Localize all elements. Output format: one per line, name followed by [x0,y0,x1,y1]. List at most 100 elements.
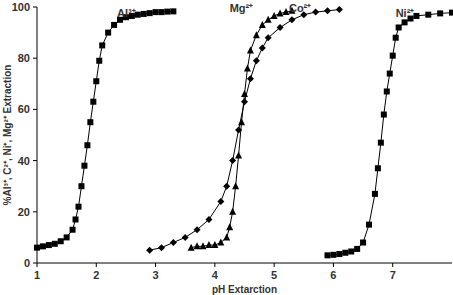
marker [324,7,331,14]
marker [99,42,105,48]
x-tick-label: 7 [390,269,396,281]
marker [288,16,295,23]
chart: 0204060801001234567pH Extarction%Al³⁺, C… [0,0,453,295]
x-tick [96,263,97,267]
marker [217,198,224,205]
marker [390,53,396,59]
marker [259,44,266,51]
marker [217,239,224,246]
marker [78,183,84,189]
marker [96,58,102,64]
marker [229,157,236,164]
marker [229,208,236,215]
y-tick-label: 40 [18,155,30,167]
x-tick-label: 3 [153,269,159,281]
marker [312,9,319,16]
marker [271,12,278,19]
series-line [328,13,453,256]
x-tick [37,263,38,267]
marker [348,248,354,254]
x-tick-label: 4 [212,269,219,281]
marker [70,227,76,233]
marker [247,47,254,54]
marker [277,24,284,31]
marker [84,142,90,148]
marker [141,11,147,17]
marker [265,16,272,23]
marker [402,19,408,25]
x-tick-label: 5 [271,269,277,281]
y-tick [33,7,37,8]
series-label: Ni²⁺ [396,7,415,19]
marker [325,252,331,258]
marker [76,204,82,210]
marker [223,233,230,240]
marker [223,183,230,190]
marker [387,71,393,77]
marker [153,9,159,15]
marker [253,31,260,38]
marker [393,35,399,41]
marker [211,241,218,248]
x-tick-label: 1 [34,269,40,281]
marker [159,9,165,15]
marker [384,88,390,94]
marker [336,251,342,257]
marker [34,245,40,251]
marker [425,12,431,18]
marker [40,243,46,249]
marker [170,8,176,14]
y-tick [33,58,37,59]
marker [182,234,189,241]
marker [360,240,366,246]
marker [90,99,96,105]
marker [235,126,242,133]
marker [205,216,212,223]
marker [64,234,70,240]
marker [87,119,93,125]
series-label: Mg²⁺ [230,2,254,14]
series-label: Co²⁺ [289,2,311,14]
marker [253,57,260,64]
marker [244,64,251,71]
marker [381,112,387,118]
marker [194,242,201,249]
marker [52,241,58,247]
x-tick-label: 6 [330,269,336,281]
marker [188,244,195,251]
y-axis-label: %Al³⁺, C²⁺, Ni⁺, Mg²⁺ Extraction [2,65,13,206]
x-tick [155,263,156,267]
y-tick-label: 100 [12,1,30,13]
marker [232,182,239,189]
marker [93,78,99,84]
marker [342,250,348,256]
marker [378,140,384,146]
marker [330,252,336,258]
marker [449,10,453,16]
y-tick [33,109,37,110]
series-line [191,11,292,248]
marker [235,151,242,158]
y-tick [33,160,37,161]
series-line [37,11,173,247]
marker [247,75,254,82]
marker [170,239,177,246]
plot-area [34,6,453,258]
marker [437,10,443,16]
marker [73,216,79,222]
marker [375,165,381,171]
marker [277,9,284,16]
marker [205,241,212,248]
marker [58,238,64,244]
x-axis [37,263,452,264]
y-tick-label: 0 [24,257,30,269]
y-tick-label: 80 [18,52,30,64]
y-tick-label: 60 [18,103,30,115]
marker [200,242,207,249]
x-tick-label: 2 [93,269,99,281]
marker [241,98,248,105]
marker [366,222,372,228]
marker [147,10,153,16]
x-tick [333,263,334,267]
marker [111,22,117,28]
